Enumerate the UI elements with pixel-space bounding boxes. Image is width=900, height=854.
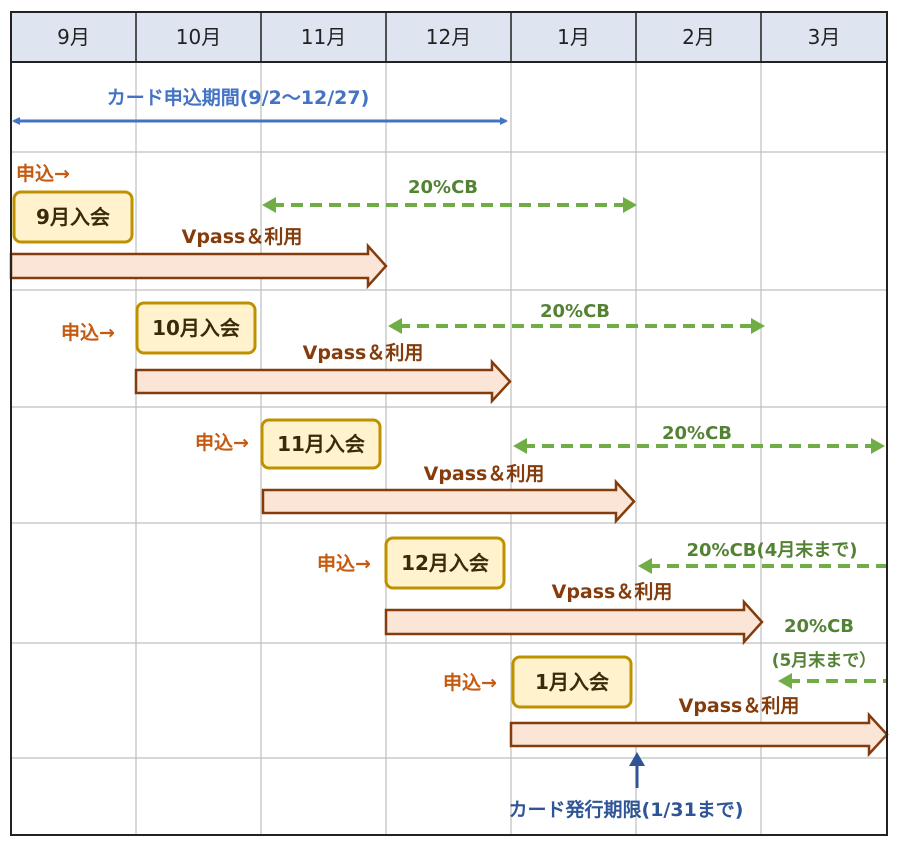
cashback-arrow-head-right: [623, 197, 637, 213]
enrollment-row: 申込→ 9月入会 Vpass＆利用 20%CB: [9, 162, 637, 290]
join-month-badge: [384, 536, 506, 590]
usage-period-arrow: [9, 242, 388, 290]
month-label: 3月: [808, 25, 841, 49]
join-month-label: 10月入会: [152, 316, 240, 340]
join-month-label: 9月入会: [36, 205, 110, 229]
usage-label: Vpass＆利用: [303, 342, 424, 364]
month-header: 9月 10月 11月 12月 1月 2月 3月: [57, 25, 840, 49]
usage-label: Vpass＆利用: [182, 226, 303, 248]
join-month-label: 11月入会: [277, 432, 365, 456]
issue-deadline: カード発行期限(1/31まで): [509, 752, 744, 821]
month-label: 12月: [426, 25, 471, 49]
month-label: 2月: [682, 25, 715, 49]
cashback-note: (5月末まで）: [772, 650, 877, 671]
enrollment-row: 申込→ 1月入会 Vpass＆利用 20%CB (5月末まで）: [443, 616, 889, 758]
join-month-badge: [260, 418, 382, 470]
cashback-arrow-head-left: [513, 438, 527, 454]
month-label: 11月: [301, 25, 346, 49]
usage-period-arrow: [509, 711, 889, 758]
apply-label: 申込→: [16, 162, 70, 185]
cashback-arrow-head-left: [262, 197, 276, 213]
cashback-arrow-head-left: [388, 318, 402, 334]
join-month-badge: [511, 655, 633, 709]
join-month-badge: [135, 301, 257, 355]
cashback-label: 20%CB: [408, 177, 478, 198]
grid-lines: [11, 12, 887, 835]
usage-label: Vpass＆利用: [679, 695, 800, 717]
usage-period-arrow: [134, 358, 512, 405]
month-header-band: [11, 12, 887, 62]
apply-label: 申込→: [195, 431, 249, 454]
cashback-arrow-head-right: [871, 438, 885, 454]
enrollment-rows: 申込→ 9月入会 Vpass＆利用 20%CB 申込→ 10月入会 Vpass＆利用 20%C…: [9, 162, 889, 758]
month-label: 10月: [176, 25, 221, 49]
issue-deadline-label: カード発行期限(1/31まで): [509, 798, 744, 821]
issue-deadline-arrow-head: [629, 752, 645, 766]
cashback-label: 20%CB: [784, 616, 854, 637]
cashback-arrow-head-left: [778, 673, 792, 689]
application-period-label: カード申込期間(9/2〜12/27): [107, 86, 370, 109]
apply-label: 申込→: [317, 552, 371, 575]
application-period: カード申込期間(9/2〜12/27): [12, 86, 508, 125]
cashback-label: 20%CB: [662, 423, 732, 444]
usage-period-arrow: [384, 598, 764, 646]
cashback-label: 20%CB(4月末まで): [687, 539, 858, 561]
apply-label: 申込→: [61, 321, 115, 344]
cashback-arrow-head-right: [751, 318, 765, 334]
month-label: 9月: [57, 25, 90, 49]
apply-label: 申込→: [443, 671, 497, 694]
enrollment-row: 申込→ 10月入会 Vpass＆利用 20%CB: [61, 301, 765, 405]
cashback-arrow-head-left: [638, 558, 652, 574]
enrollment-row: 申込→ 11月入会 Vpass＆利用 20%CB: [195, 418, 885, 525]
usage-period-arrow: [261, 478, 636, 525]
join-month-label: 12月入会: [401, 551, 489, 575]
join-month-label: 1月入会: [535, 670, 609, 694]
enrollment-row: 申込→ 12月入会 Vpass＆利用 20%CB(4月末まで): [317, 536, 887, 646]
cashback-label: 20%CB: [540, 301, 610, 322]
usage-label: Vpass＆利用: [552, 581, 673, 603]
outer-border: [10, 11, 888, 836]
usage-label: Vpass＆利用: [424, 463, 545, 485]
month-label: 1月: [557, 25, 590, 49]
join-month-badge: [12, 190, 134, 244]
